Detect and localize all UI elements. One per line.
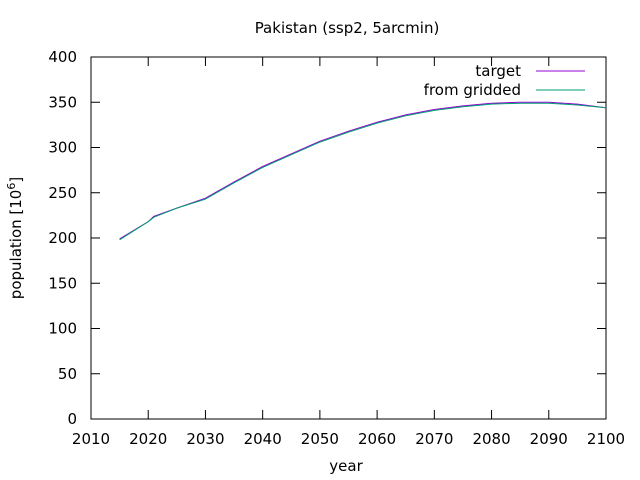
y-axis-title-main: population [10 (7, 190, 25, 300)
x-tick-label: 2060 (358, 430, 396, 448)
x-axis-title: year (329, 457, 363, 475)
y-tick-label: 200 (48, 229, 77, 247)
series-line-1 (119, 102, 607, 241)
y-axis-title-close: ] (7, 177, 25, 183)
legend-label: target (475, 62, 521, 80)
chart-title: Pakistan (ssp2, 5arcmin) (255, 19, 440, 37)
x-tick-label: 2080 (472, 430, 510, 448)
y-axis-title: population [106] (5, 177, 25, 299)
x-tick-label: 2100 (587, 430, 625, 448)
y-tick-label: 350 (48, 93, 77, 111)
y-tick-label: 50 (58, 365, 77, 383)
y-tick-label: 100 (48, 320, 77, 338)
y-axis-title-exponent: 6 (5, 183, 18, 190)
x-tick-label: 2070 (415, 430, 453, 448)
x-tick-label: 2020 (129, 430, 167, 448)
x-tick-label: 2090 (530, 430, 568, 448)
y-tick-label: 150 (48, 274, 77, 292)
y-tick-label: 0 (67, 410, 77, 428)
plot-area-frame (90, 56, 607, 420)
x-tick-label: 2050 (301, 430, 339, 448)
x-tick-label: 2010 (72, 430, 110, 448)
x-axis: 2010 2020 2030 2040 2050 2060 2070 2080 2090 2100 (72, 57, 625, 448)
series-line-0 (119, 101, 607, 240)
x-tick-label: 2030 (186, 430, 224, 448)
y-tick-label: 400 (48, 48, 77, 66)
y-tick-label: 300 (48, 139, 77, 157)
series-layer (119, 101, 607, 241)
x-tick-label: 2040 (244, 430, 282, 448)
legend-label: from gridded (424, 81, 521, 99)
y-axis: 0 50 100 150 200 250 300 350 400 (48, 48, 606, 428)
y-tick-label: 250 (48, 184, 77, 202)
